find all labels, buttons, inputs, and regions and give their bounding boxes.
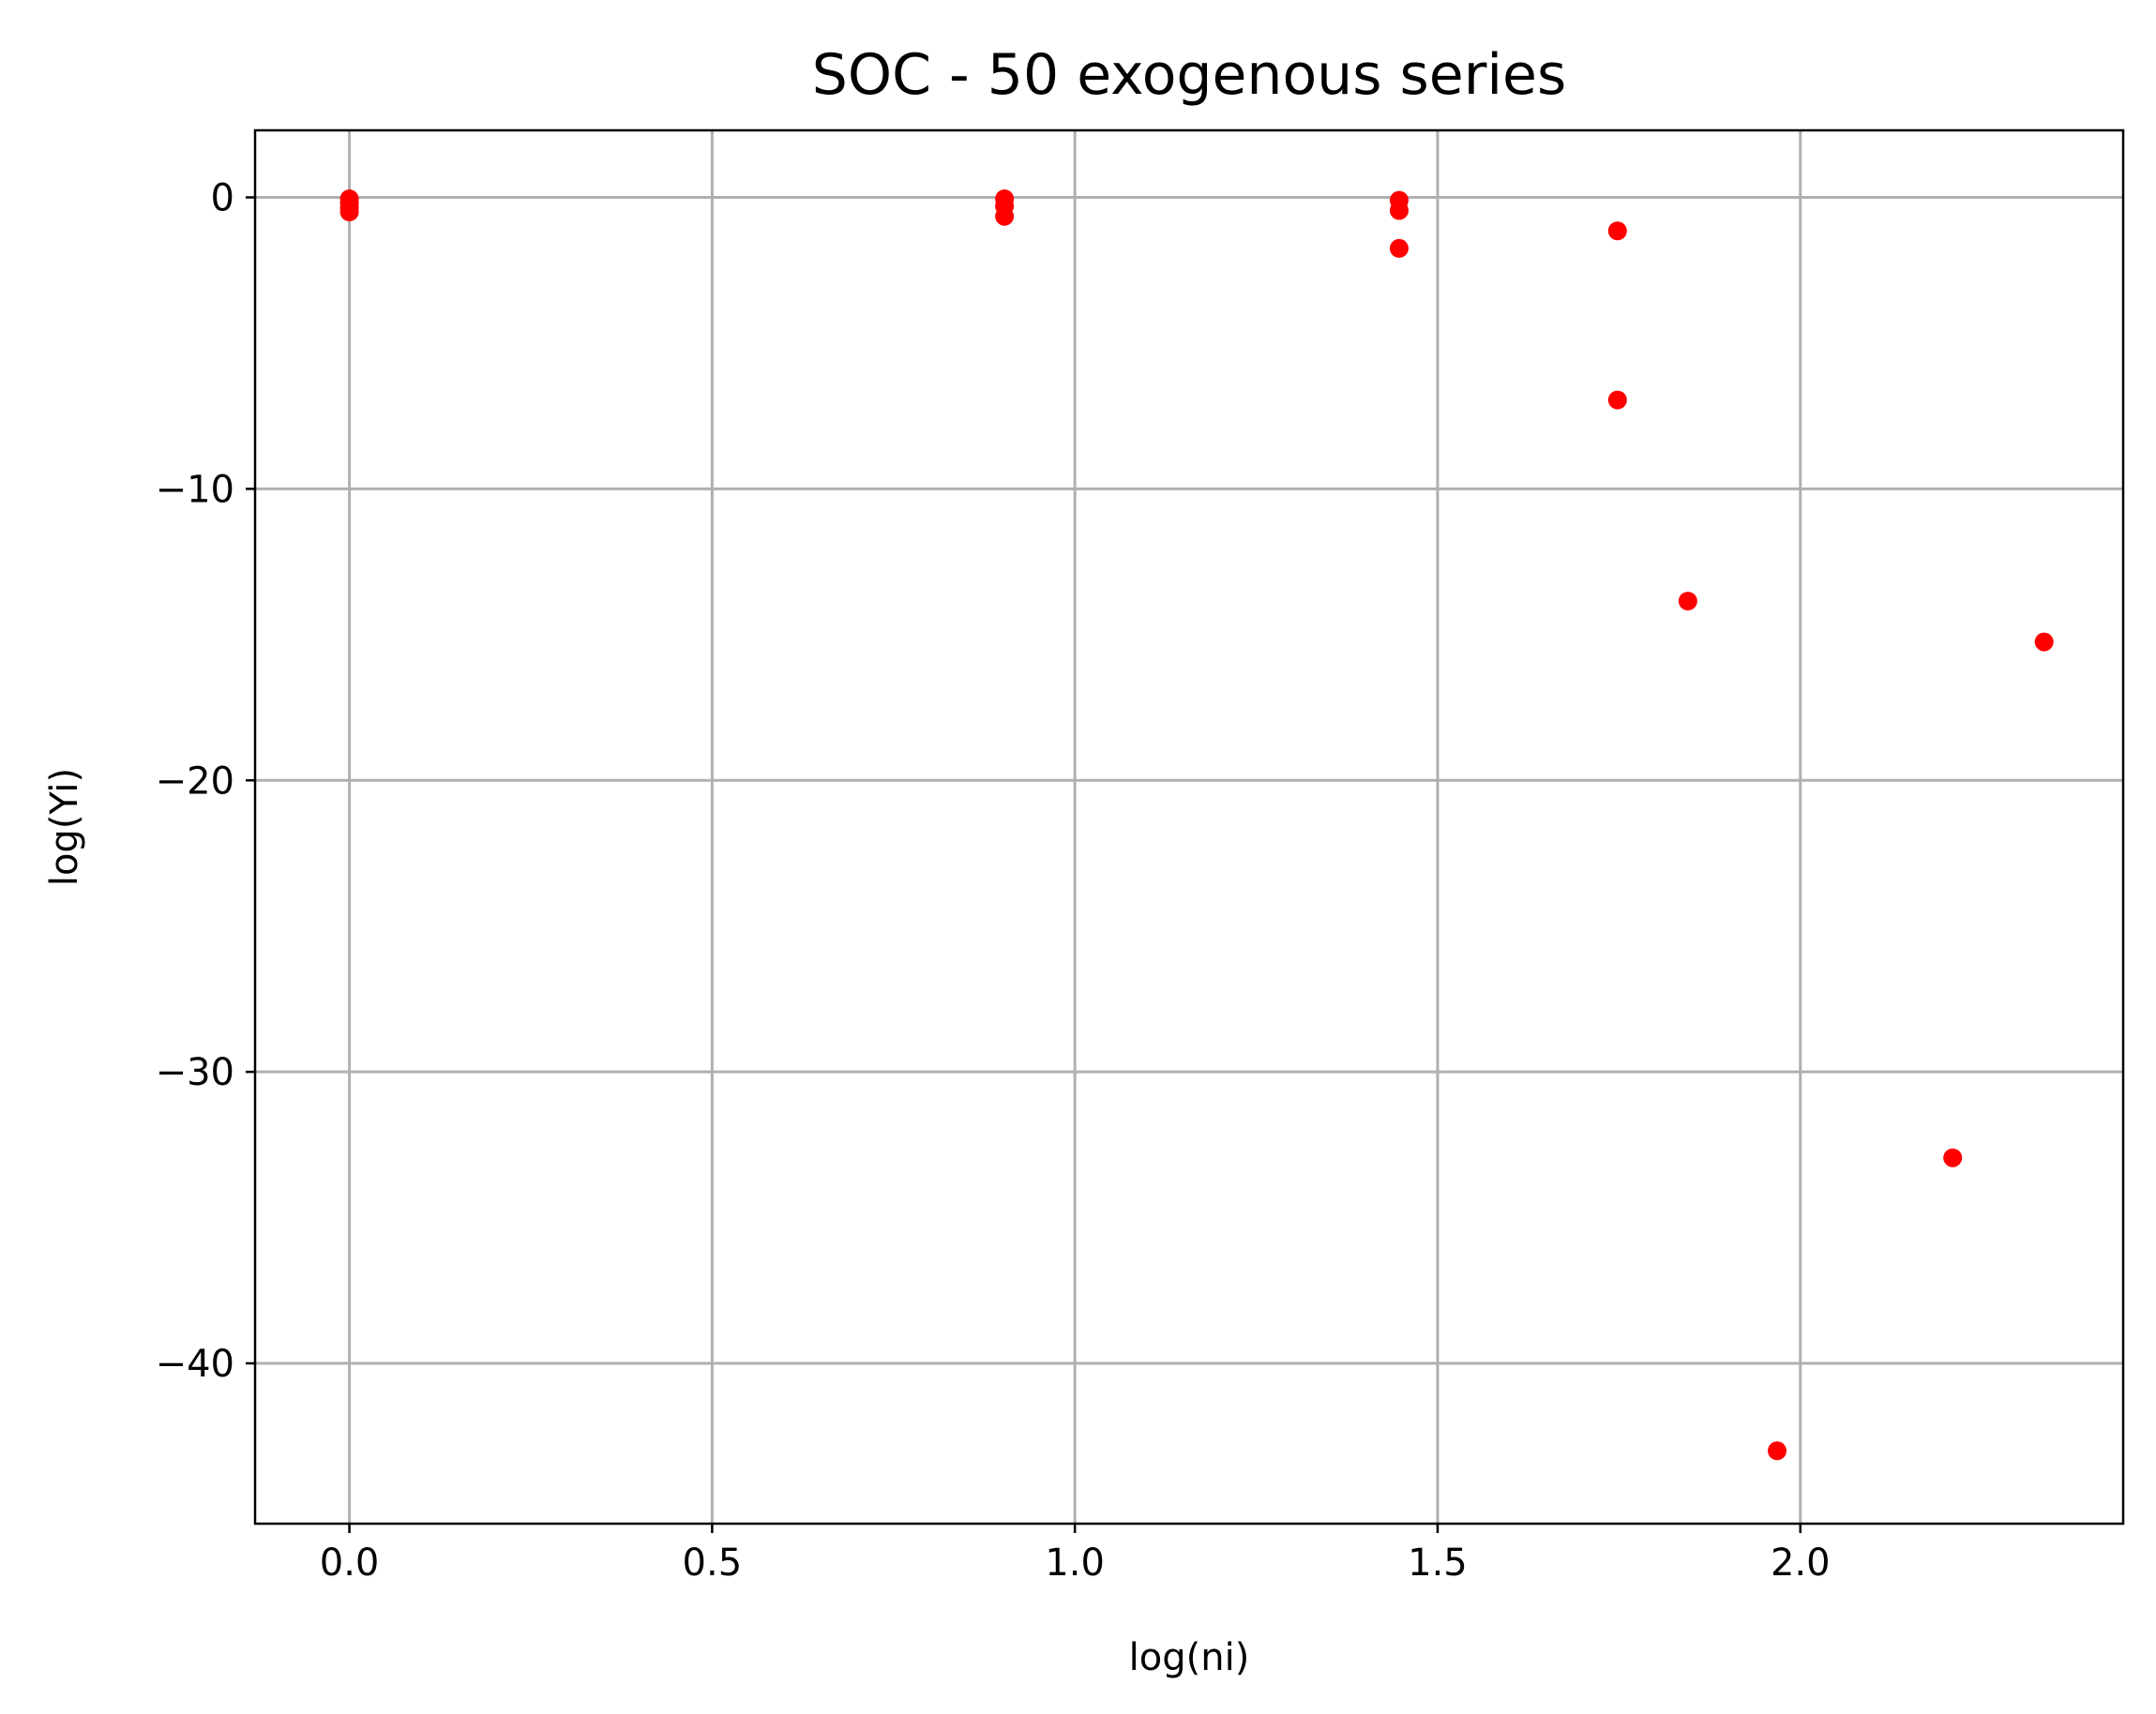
data-point	[1607, 221, 1627, 241]
x-axis-label: log(ni)	[1129, 1636, 1250, 1679]
x-tick-label: 2.0	[1771, 1541, 1831, 1585]
data-point	[1607, 390, 1627, 410]
data-point	[995, 206, 1015, 226]
y-tick-label: −30	[156, 1051, 234, 1094]
axis-ticks: 0.0 0.5 1.0 1.5 2.0 0 −10 −20 −30 −40	[156, 177, 1831, 1585]
x-tick-label: 0.0	[320, 1541, 380, 1585]
y-tick-label: −20	[156, 759, 234, 803]
x-tick-label: 0.5	[683, 1541, 743, 1585]
data-point	[1389, 201, 1409, 220]
data-point	[1389, 238, 1409, 258]
chart-title: SOC - 50 exogenous series	[812, 42, 1566, 108]
data-point	[1767, 1441, 1787, 1461]
y-tick-label: 0	[211, 177, 234, 220]
data-point	[2034, 632, 2054, 652]
plot-frame	[253, 128, 2125, 1526]
y-tick-label: −40	[156, 1343, 234, 1386]
grid	[255, 130, 2123, 1524]
x-tick-label: 1.0	[1045, 1541, 1105, 1585]
data-points	[339, 189, 2054, 1461]
y-axis-label: log(Yi)	[43, 768, 86, 886]
y-tick-label: −10	[156, 468, 234, 511]
x-tick-label: 1.5	[1408, 1541, 1468, 1585]
data-point	[1678, 592, 1697, 611]
data-point	[1943, 1148, 1963, 1167]
data-point	[339, 203, 359, 222]
